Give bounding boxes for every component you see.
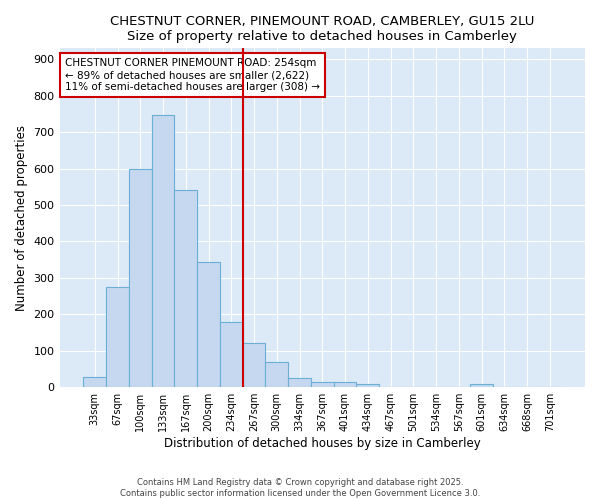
Bar [106, 287, 129, 387]
Bar [470, 384, 493, 387]
Bar [83, 378, 106, 387]
Bar [197, 262, 220, 387]
X-axis label: Distribution of detached houses by size in Camberley: Distribution of detached houses by size … [164, 437, 481, 450]
Bar [129, 168, 152, 387]
Bar [311, 382, 334, 387]
Y-axis label: Number of detached properties: Number of detached properties [15, 125, 28, 311]
Text: Contains HM Land Registry data © Crown copyright and database right 2025.
Contai: Contains HM Land Registry data © Crown c… [120, 478, 480, 498]
Bar [242, 344, 265, 387]
Bar [175, 190, 197, 387]
Title: CHESTNUT CORNER, PINEMOUNT ROAD, CAMBERLEY, GU15 2LU
Size of property relative t: CHESTNUT CORNER, PINEMOUNT ROAD, CAMBERL… [110, 15, 535, 43]
Text: CHESTNUT CORNER PINEMOUNT ROAD: 254sqm
← 89% of detached houses are smaller (2,6: CHESTNUT CORNER PINEMOUNT ROAD: 254sqm ←… [65, 58, 320, 92]
Bar [288, 378, 311, 387]
Bar [265, 362, 288, 387]
Bar [220, 322, 242, 387]
Bar [152, 114, 175, 387]
Bar [334, 382, 356, 387]
Bar [356, 384, 379, 387]
